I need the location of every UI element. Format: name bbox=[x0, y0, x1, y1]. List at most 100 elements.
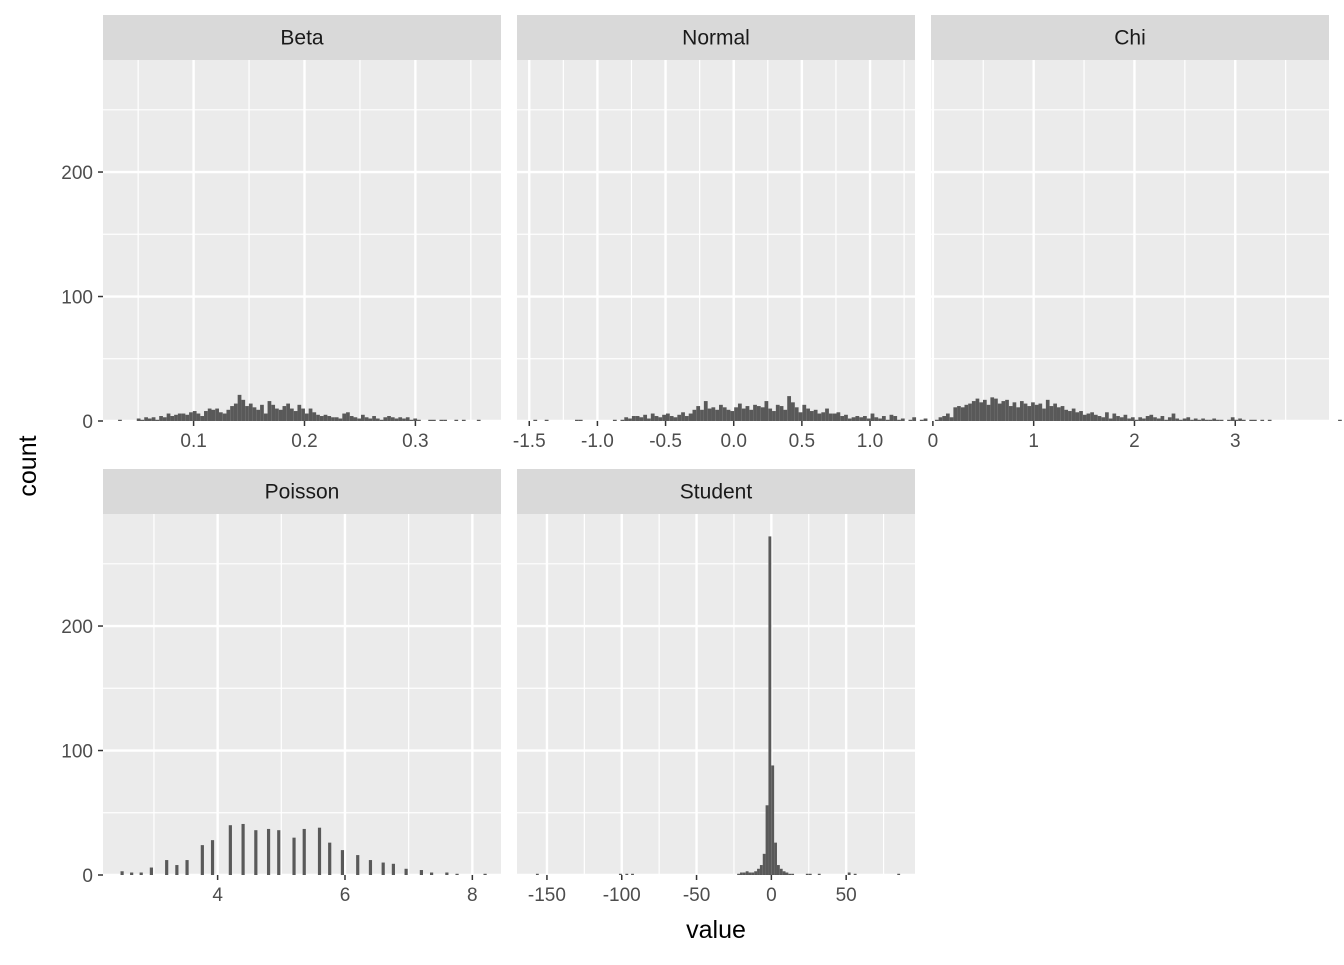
histogram-bar bbox=[297, 404, 302, 421]
histogram-bar bbox=[650, 413, 655, 421]
y-tick-label: 0 bbox=[82, 412, 93, 433]
facet-strip bbox=[931, 15, 1329, 60]
histogram-bar bbox=[836, 412, 841, 421]
histogram-bar bbox=[334, 417, 339, 421]
histogram-bar bbox=[159, 416, 163, 421]
histogram-bar bbox=[620, 419, 625, 421]
histogram-bar bbox=[1138, 417, 1143, 421]
histogram-bar bbox=[342, 413, 347, 421]
histogram-bar bbox=[346, 412, 350, 421]
x-tick-label: 0.0 bbox=[721, 431, 747, 452]
histogram-bar bbox=[130, 872, 134, 875]
histogram-bar bbox=[1267, 419, 1272, 421]
histogram-bar bbox=[1112, 413, 1117, 421]
histogram-bar bbox=[624, 417, 629, 421]
histogram-bar bbox=[174, 414, 178, 421]
histogram-bar bbox=[136, 418, 141, 421]
y-axis-title: count bbox=[14, 435, 42, 496]
histogram-bar bbox=[340, 850, 345, 875]
histogram-bar bbox=[391, 863, 395, 875]
histogram-bar bbox=[402, 418, 406, 421]
histogram-bar bbox=[1053, 403, 1057, 421]
histogram-bar bbox=[1082, 414, 1087, 421]
histogram-bar bbox=[1171, 413, 1176, 421]
histogram-bar bbox=[170, 416, 175, 421]
histogram-bar bbox=[461, 419, 466, 421]
histogram-bar bbox=[319, 416, 324, 421]
histogram-bar bbox=[1093, 414, 1098, 421]
histogram-bar bbox=[1208, 419, 1213, 421]
facet-panel-student: Student -150 -100 -50 0 50 bbox=[517, 469, 915, 906]
histogram-bar bbox=[774, 842, 777, 875]
histogram-bar bbox=[175, 865, 179, 875]
histogram-bar bbox=[897, 419, 901, 421]
histogram-bar bbox=[226, 409, 231, 421]
histogram-bars bbox=[535, 536, 901, 875]
histogram-bar bbox=[1049, 406, 1054, 421]
histogram-bar bbox=[454, 419, 459, 421]
histogram-bar bbox=[1130, 417, 1135, 421]
histogram-bar bbox=[192, 411, 197, 421]
histogram-bar bbox=[1156, 418, 1161, 421]
histogram-bar bbox=[1005, 399, 1009, 421]
histogram-bar bbox=[809, 411, 814, 421]
histogram-bar bbox=[1190, 419, 1194, 421]
facet-strip-label: Beta bbox=[280, 27, 324, 50]
histogram-bar bbox=[719, 404, 723, 421]
histogram-bar bbox=[267, 401, 272, 421]
histogram-bar bbox=[327, 416, 332, 421]
histogram-bar bbox=[301, 408, 305, 421]
histogram-bar bbox=[118, 419, 122, 421]
histogram-bar bbox=[1045, 399, 1050, 421]
histogram-bar bbox=[177, 413, 182, 421]
histogram-bar bbox=[866, 418, 871, 421]
facet-strip bbox=[103, 15, 501, 60]
histogram-bar bbox=[684, 416, 689, 421]
histogram-bar bbox=[779, 868, 783, 875]
histogram-bar bbox=[316, 414, 320, 421]
histogram-bar bbox=[779, 406, 784, 421]
histogram-bar bbox=[832, 413, 837, 421]
histogram-bar bbox=[768, 408, 773, 421]
histogram-bar bbox=[874, 417, 879, 421]
y-tick-label: 200 bbox=[61, 617, 93, 638]
histogram-bar bbox=[881, 416, 886, 421]
histogram-bar bbox=[1079, 411, 1083, 421]
histogram-bar bbox=[260, 404, 264, 421]
histogram-bar bbox=[715, 409, 720, 421]
histogram-bar bbox=[990, 397, 995, 421]
histogram-bar bbox=[308, 408, 313, 421]
histogram-bar bbox=[1260, 419, 1265, 421]
histogram-bar bbox=[120, 871, 124, 875]
histogram-bar bbox=[237, 394, 242, 421]
histogram-bar bbox=[711, 407, 716, 421]
histogram-bar bbox=[788, 873, 792, 875]
histogram-bar bbox=[730, 411, 735, 421]
histogram-bar bbox=[688, 413, 693, 421]
histogram-bar bbox=[302, 828, 306, 875]
histogram-bar bbox=[742, 872, 746, 875]
histogram-bar bbox=[387, 416, 391, 421]
histogram-bar bbox=[1075, 412, 1080, 421]
histogram-bar bbox=[1060, 406, 1065, 421]
histogram-bar bbox=[185, 414, 190, 421]
histogram-bar bbox=[885, 419, 890, 421]
histogram-bar bbox=[1167, 417, 1172, 421]
histogram-bar bbox=[783, 409, 788, 421]
histogram-bar bbox=[349, 416, 354, 421]
histogram-bar bbox=[245, 406, 249, 421]
histogram-bar bbox=[776, 865, 780, 875]
histogram-bar bbox=[1134, 419, 1139, 421]
histogram-bar bbox=[771, 765, 775, 875]
histogram-bar bbox=[757, 868, 760, 875]
histogram-bar bbox=[162, 417, 167, 421]
histogram-bar bbox=[979, 402, 983, 421]
facet-panel-chi: Chi 0 1 2 3 bbox=[928, 15, 1342, 452]
histogram-bar bbox=[282, 406, 287, 421]
histogram-bar bbox=[149, 867, 153, 875]
histogram-bar bbox=[1019, 401, 1024, 421]
histogram-bar bbox=[211, 409, 216, 421]
histogram-bar bbox=[210, 840, 215, 875]
histogram-bar bbox=[975, 398, 980, 421]
